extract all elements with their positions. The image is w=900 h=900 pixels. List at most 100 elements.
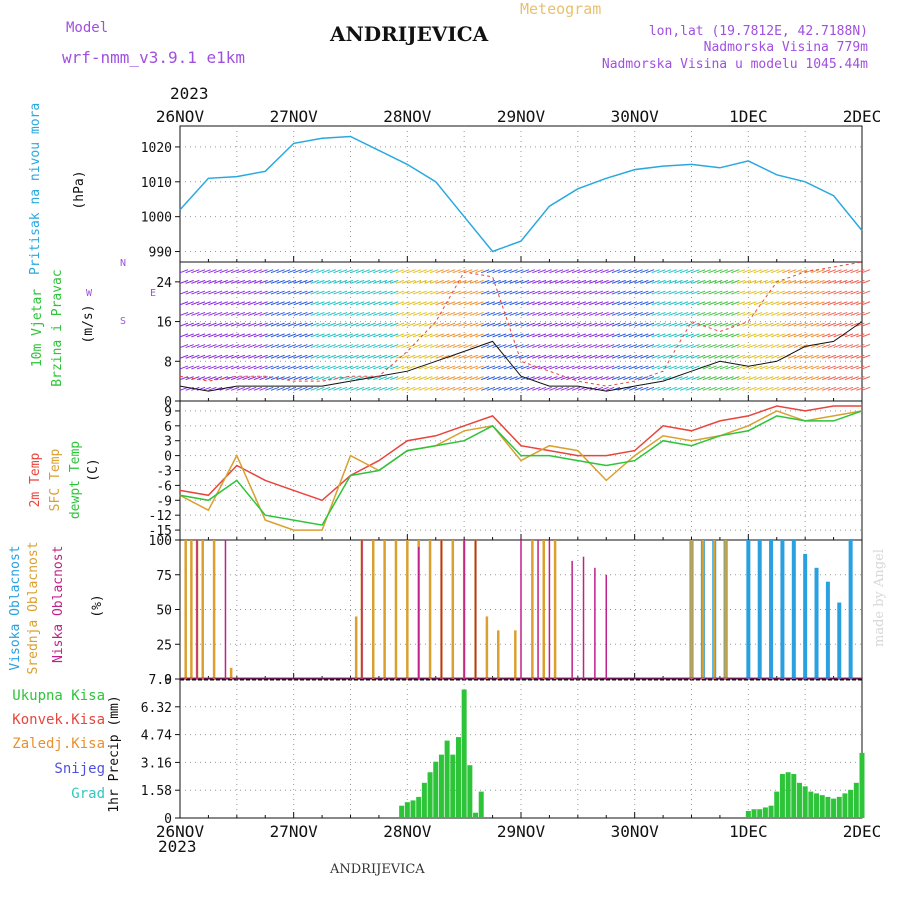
wind-arrow <box>537 279 547 284</box>
mid-cloud-bar <box>712 540 716 679</box>
temperature-ytick-label: -12 <box>149 509 172 524</box>
wind-arrow <box>225 376 234 381</box>
wind-arrow <box>492 333 501 338</box>
wind-arrow <box>532 354 541 359</box>
wind-arrow <box>617 322 626 327</box>
wind-arrow <box>770 365 780 370</box>
wind-arrow <box>270 333 280 338</box>
wind-arrow <box>560 290 569 295</box>
wind-arrow <box>804 269 814 274</box>
legend-hail: Grad <box>71 786 105 802</box>
high-cloud-bar <box>746 540 751 679</box>
wind-arrow <box>287 365 297 370</box>
mid-cloud-bar <box>690 540 693 679</box>
wind-arrow <box>719 386 729 391</box>
wind-arrow <box>753 290 763 295</box>
wind-arrow <box>276 365 285 370</box>
wind-arrow <box>446 322 456 327</box>
wind-arrow <box>634 333 643 338</box>
wind-arrow <box>543 311 552 316</box>
wind-arrow <box>265 344 274 349</box>
wind-arrow <box>321 322 331 327</box>
precip-bar <box>478 791 484 818</box>
wind-arrow <box>424 365 433 370</box>
wind-arrow <box>577 322 587 327</box>
wind-arrow <box>679 344 689 349</box>
wind-arrow <box>475 365 484 370</box>
wind-arrow <box>554 365 564 370</box>
wind-arrow <box>384 311 393 316</box>
wind-arrow <box>293 301 302 306</box>
wind-arrow <box>367 333 376 338</box>
wind-arrow <box>691 269 700 274</box>
wind-arrow <box>344 344 353 349</box>
wind-arrow <box>259 365 268 370</box>
wind-arrow <box>685 269 694 274</box>
precip-bar <box>836 796 842 818</box>
wind-arrow <box>606 354 615 359</box>
wind-arrow <box>611 301 621 306</box>
wind-arrow <box>606 322 615 327</box>
wind-arrow <box>731 354 740 359</box>
wind-arrow <box>560 311 569 316</box>
wind-arrow <box>594 333 604 338</box>
wind-arrow <box>503 344 513 349</box>
wind-arrow <box>202 333 211 338</box>
wind-arrow <box>407 376 416 381</box>
wind-arrow <box>589 365 598 370</box>
wind-arrow <box>463 365 473 370</box>
wind-arrow <box>679 365 689 370</box>
wind-arrow <box>378 322 388 327</box>
wind-arrow <box>839 365 848 370</box>
wind-arrow <box>401 365 410 370</box>
wind-arrow <box>299 333 308 338</box>
wind-arrow <box>395 333 405 338</box>
wind-arrow <box>424 333 433 338</box>
wind-arrow <box>634 376 643 381</box>
wind-arrow <box>299 322 308 327</box>
wind-arrow <box>515 376 524 381</box>
wind-arrow <box>719 333 729 338</box>
high-cloud-bar <box>803 553 808 679</box>
wind-arrow <box>475 354 484 359</box>
wind-arrow <box>492 365 501 370</box>
wind-ytick-label: 24 <box>156 276 172 291</box>
wind-arrow <box>719 344 729 349</box>
wind-arrow <box>520 344 530 349</box>
wind-arrow <box>242 311 251 316</box>
wind-arrow <box>293 333 302 338</box>
wind-arrow <box>748 376 757 381</box>
wind-arrow <box>509 354 518 359</box>
wind-arrow <box>407 301 416 306</box>
wind-arrow <box>623 333 632 338</box>
wind-arrow <box>242 354 251 359</box>
wind-arrow <box>725 301 734 306</box>
high-cloud-bar <box>825 581 830 679</box>
wind-arrow <box>458 301 467 306</box>
wind-arrow <box>776 311 785 316</box>
wind-arrow <box>253 290 263 295</box>
clouds-ytick-label: 100 <box>149 534 172 549</box>
wind-arrow <box>458 386 467 391</box>
wind-arrow <box>225 290 234 295</box>
wind-arrow <box>321 279 331 284</box>
wind-arrow <box>378 290 388 295</box>
wind-arrow <box>196 333 206 338</box>
precip-bar <box>762 807 768 818</box>
wind-arrow <box>310 376 319 381</box>
wind-arrow <box>702 311 712 316</box>
wind-arrow <box>770 333 780 338</box>
wind-arrow <box>765 344 774 349</box>
wind-arrow <box>310 269 319 274</box>
wind-arrow <box>668 386 677 391</box>
wind-arrow <box>384 354 393 359</box>
wind-arrow <box>640 311 649 316</box>
wind-arrow <box>537 344 547 349</box>
wind-arrow <box>697 269 706 274</box>
wind-arrow <box>344 386 353 391</box>
wind-arrow <box>606 301 615 306</box>
wind-arrow <box>424 301 433 306</box>
wind-arrow <box>765 354 774 359</box>
wind-arrow <box>742 301 751 306</box>
